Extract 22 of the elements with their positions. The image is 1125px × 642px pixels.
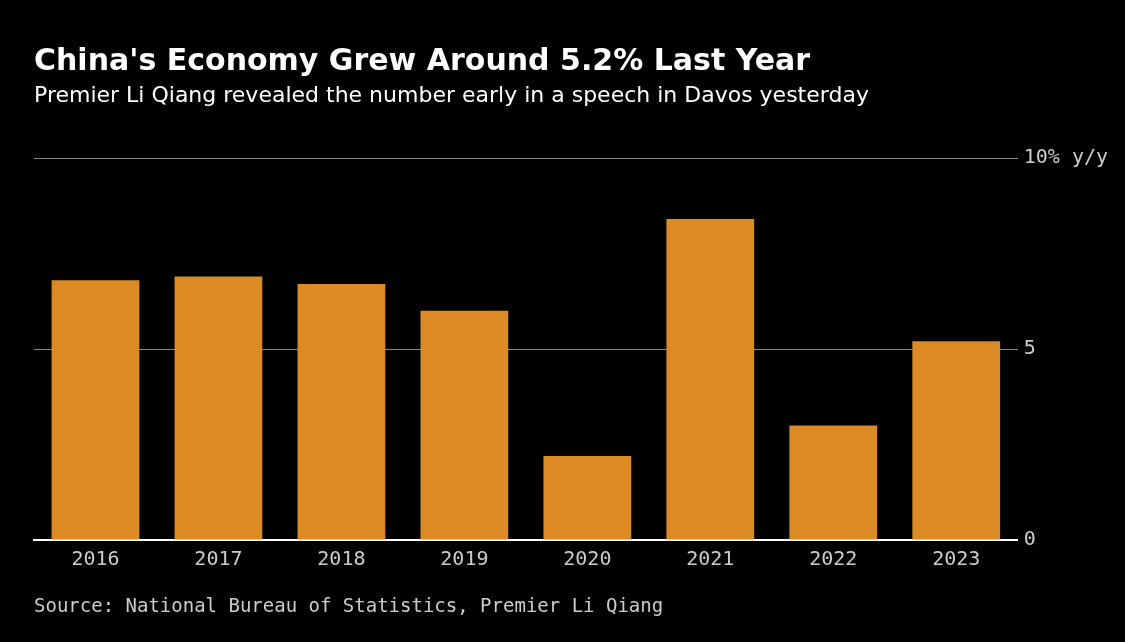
x-tick-label: 2019	[440, 546, 489, 571]
bar	[174, 276, 263, 540]
x-tick-label: 2018	[317, 546, 366, 571]
source-note: Source: National Bureau of Statistics, Premier Li Qiang	[34, 594, 664, 616]
x-tick-label: 2017	[194, 546, 243, 571]
bar	[789, 425, 878, 540]
x-tick-label: 2021	[686, 546, 735, 571]
y-tick-label: 10% y/y	[1023, 144, 1109, 169]
y-tick-label: 5	[1023, 335, 1036, 360]
x-tick-label: 2023	[932, 546, 981, 571]
x-tick-label: 2016	[71, 546, 120, 571]
bar	[51, 280, 140, 540]
y-tick-label: 0	[1023, 526, 1036, 551]
bar	[420, 310, 509, 540]
x-tick-label: 2020	[563, 546, 612, 571]
chart-title: China's Economy Grew Around 5.2% Last Year	[34, 42, 811, 77]
bar	[912, 341, 1001, 540]
bar	[297, 284, 386, 540]
bar	[666, 219, 755, 540]
chart-subtitle: Premier Li Qiang revealed the number early in a speech in Davos yesterday	[34, 82, 869, 107]
bar	[543, 455, 632, 540]
x-tick-label: 2022	[809, 546, 858, 571]
